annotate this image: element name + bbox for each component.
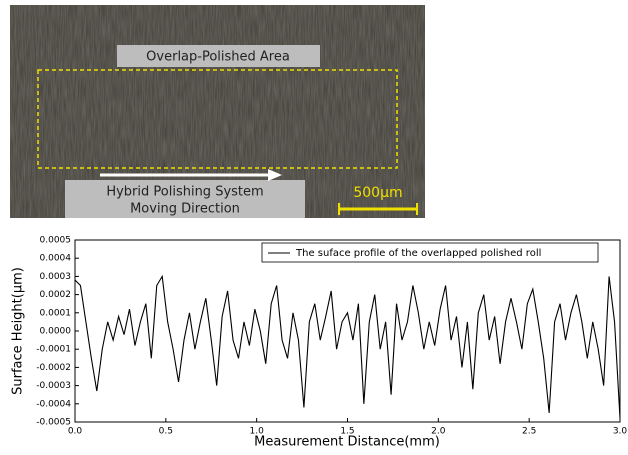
y-tick-label: -0.0001 bbox=[36, 345, 71, 355]
legend-label: The suface profile of the overlapped pol… bbox=[295, 248, 541, 259]
x-axis-label: Measurement Distance(mm) bbox=[254, 435, 440, 450]
y-tick-label: 0.0004 bbox=[40, 254, 72, 264]
direction-label-box bbox=[65, 180, 305, 218]
direction-label: Hybrid Polishing System bbox=[106, 185, 263, 200]
x-tick-label: 0.0 bbox=[68, 427, 83, 437]
y-axis-label: Surface Height(μm) bbox=[11, 267, 26, 395]
y-tick-label: -0.0004 bbox=[36, 399, 71, 409]
profile-line bbox=[74, 274, 621, 419]
chart: 0.0005 0.0004 0.0003 0.0002 0.0001 0.0000 -0.0… bbox=[36, 236, 627, 437]
y-tick-label: 0.0001 bbox=[40, 308, 72, 318]
y-tick-label: -0.0003 bbox=[36, 381, 71, 391]
y-tick-label: 0.0003 bbox=[40, 272, 72, 282]
area-label-box bbox=[117, 45, 320, 67]
scale-label: 500μm bbox=[353, 185, 402, 201]
direction-label: Moving Direction bbox=[130, 202, 240, 217]
area-label: Overlap-Polished Area bbox=[146, 50, 290, 65]
x-tick-label: 2.0 bbox=[431, 427, 446, 437]
y-tick-label: 0.0005 bbox=[40, 236, 72, 246]
y-tick-label: -0.0002 bbox=[36, 363, 71, 373]
legend-box bbox=[261, 242, 599, 263]
micrograph: Overlap-Polished Area Hybrid Polishing S… bbox=[10, 5, 425, 218]
plot-frame bbox=[74, 239, 621, 423]
y-tick-label: 0.0002 bbox=[40, 290, 72, 300]
x-tick-label: 1.0 bbox=[250, 427, 265, 437]
x-tick-label: 0.5 bbox=[159, 427, 173, 437]
x-tick-label: 3.0 bbox=[613, 427, 628, 437]
x-tick-label: 2.5 bbox=[522, 427, 536, 437]
y-tick-label: -0.0005 bbox=[36, 418, 71, 428]
area-box bbox=[37, 69, 398, 169]
arrow-head bbox=[268, 169, 282, 181]
x-tick-label: 1.5 bbox=[340, 427, 354, 437]
y-tick-label: 0.0000 bbox=[40, 327, 72, 337]
